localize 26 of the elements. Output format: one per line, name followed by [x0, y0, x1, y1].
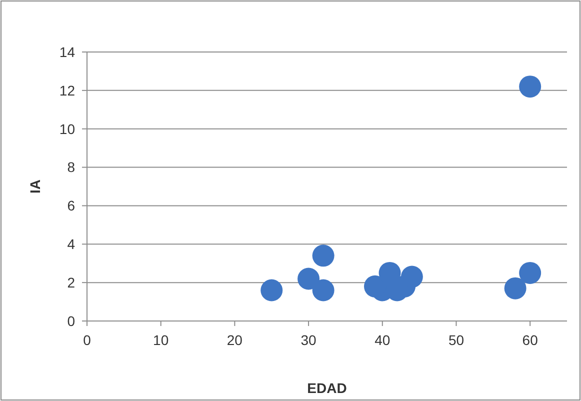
- point: [400, 266, 423, 288]
- point: [298, 268, 320, 290]
- y-tick-label: 12: [59, 82, 76, 98]
- y-tick-label: 0: [67, 312, 76, 329]
- x-tick-label: 60: [522, 332, 538, 348]
- point: [519, 76, 542, 98]
- point: [378, 262, 401, 284]
- point: [504, 277, 526, 300]
- x-tick-label: 30: [300, 332, 317, 348]
- y-tick-label: 8: [67, 159, 76, 176]
- point: [312, 279, 334, 302]
- x-tick-label: 50: [448, 332, 464, 348]
- point: [260, 279, 283, 302]
- y-tick-label: 2: [67, 274, 76, 290]
- y-tick-label: 10: [59, 120, 76, 137]
- y-tick-label: 14: [59, 44, 76, 60]
- point: [312, 244, 334, 267]
- y-tick-label: 4: [67, 236, 76, 252]
- x-tick-label: 10: [153, 332, 169, 348]
- x-tick-label: 20: [226, 332, 243, 348]
- x-tick-label: 40: [374, 332, 390, 348]
- y-axis-title: IA: [27, 180, 43, 194]
- x-tick-label: 0: [83, 332, 92, 348]
- y-tick-label: 6: [67, 198, 76, 214]
- x-axis-title: EDAD: [307, 380, 347, 396]
- point: [519, 262, 542, 284]
